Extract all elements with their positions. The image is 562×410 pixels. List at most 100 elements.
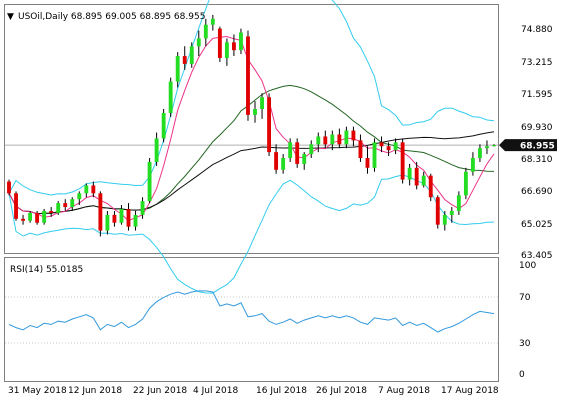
price-tick-label: 73.215 (521, 58, 553, 68)
time-axis-label: 12 Jun 2018 (68, 386, 122, 396)
candle-body (98, 193, 103, 231)
candle-body (203, 24, 208, 39)
candle-body (161, 112, 166, 139)
candle-body (386, 146, 391, 151)
last-price-tag-label: 68.955 (520, 142, 555, 152)
candle-body (309, 144, 314, 155)
candle-body (239, 32, 243, 51)
rsi-tick-label: 30 (519, 339, 531, 349)
candle-body (140, 201, 145, 215)
main-panel-frame (4, 4, 499, 254)
candle-body (77, 193, 82, 200)
candle-body (224, 42, 229, 59)
candle-body (231, 42, 236, 51)
candle-body (217, 28, 222, 59)
price-tick-label: 66.690 (521, 187, 553, 197)
rsi-line (8, 290, 495, 333)
candle-body (365, 158, 370, 168)
indicator-overlays (8, 0, 495, 294)
price-tick-label: 71.595 (521, 90, 553, 100)
rsi-tick-label: 70 (519, 293, 531, 303)
candle-body (337, 134, 342, 145)
candle-body (351, 130, 356, 141)
price-tick-label: 74.880 (521, 25, 553, 35)
candle-body (428, 175, 433, 198)
candle-body (358, 140, 363, 159)
candle-body (456, 195, 461, 211)
candle-body (28, 212, 33, 221)
candle-body (253, 109, 257, 115)
candle-body (168, 81, 173, 113)
time-axis-label: 31 May 2018 (8, 386, 67, 396)
candle-body (210, 18, 215, 25)
rsi-panel-frame (4, 257, 499, 382)
rsi-tick-label: 0 (519, 370, 525, 380)
candle-body (91, 185, 96, 194)
rsi-title: RSI(14) 55.0185 (10, 265, 83, 275)
candle-body (295, 142, 300, 164)
candle-body (42, 210, 47, 223)
candle-body (189, 46, 194, 64)
rsi-tick-label: 100 (519, 261, 536, 271)
candle-body (182, 56, 187, 64)
candle-body (470, 158, 475, 172)
candle-body (63, 203, 68, 208)
candle-body (70, 199, 75, 208)
candle-body (133, 214, 138, 227)
candle-body (435, 197, 440, 225)
symbol-title: USOil,Daily 68.895 69.005 68.895 68.955 (18, 12, 205, 22)
candle-body (147, 161, 152, 202)
bollinger-upper-band (8, 0, 495, 196)
candle-body (442, 214, 447, 225)
price-tick-label: 65.025 (521, 220, 553, 230)
price-tick-label: 69.930 (521, 123, 553, 133)
collapse-triangle-icon[interactable]: ▼ (7, 12, 14, 22)
time-axis-label: 4 Jul 2018 (193, 386, 238, 396)
candle-body (7, 181, 11, 194)
candle-body (84, 185, 89, 194)
candle-body (56, 203, 61, 213)
candle-body (449, 210, 454, 215)
last-price-tag (499, 139, 557, 152)
price-tick-label: 68.310 (521, 155, 553, 165)
candle-body (316, 136, 321, 145)
candle-body (492, 145, 496, 147)
time-axis: 31 May 2018 12 Jun 2018 22 Jun 2018 4 Ju… (8, 386, 499, 396)
candle-body (400, 142, 405, 180)
candle-body (414, 167, 419, 186)
candle-body (330, 134, 335, 145)
candle-body (246, 36, 250, 115)
candle-body (379, 142, 384, 147)
candles (7, 14, 496, 237)
candle-body (407, 167, 412, 180)
time-axis-label: 17 Aug 2018 (441, 386, 499, 396)
price-axis: 74.880 73.215 71.595 69.930 68.310 66.69… (521, 25, 553, 261)
price-tick-label: 63.405 (521, 251, 553, 261)
candle-body (119, 209, 124, 223)
candle-body (344, 130, 349, 145)
time-axis-label: 7 Aug 2018 (378, 386, 430, 396)
candle-body (154, 138, 159, 162)
candle-body (485, 146, 489, 149)
candle-body (196, 38, 201, 47)
time-axis-label: 22 Jun 2018 (133, 386, 187, 396)
candle-body (302, 154, 307, 164)
candle-body (105, 214, 110, 231)
candle-body (267, 97, 272, 153)
candle-body (323, 136, 328, 145)
candle-body (463, 171, 468, 196)
candle-body (274, 152, 279, 170)
candle-body (175, 56, 180, 82)
candle-body (21, 218, 25, 221)
candle-body (35, 212, 40, 223)
candle-body (260, 97, 264, 109)
candle-body (372, 142, 377, 168)
candle-body (288, 142, 293, 159)
candle-body (112, 214, 117, 223)
time-axis-label: 16 Jul 2018 (256, 386, 307, 396)
candle-body (421, 175, 426, 186)
candle-body (14, 193, 18, 219)
fast-moving-average (8, 35, 495, 222)
